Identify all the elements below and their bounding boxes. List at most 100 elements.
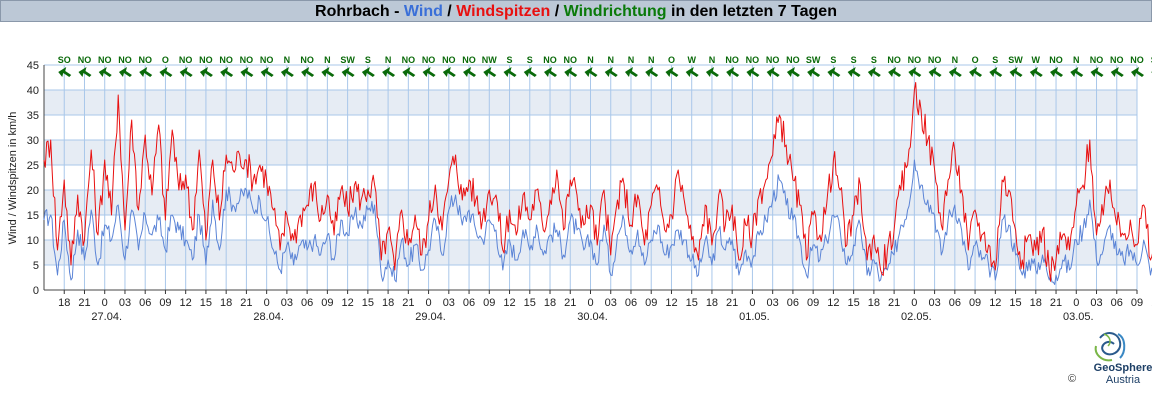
x-tick-label: 0 [264,297,270,309]
direction-label: S [507,55,513,65]
x-tick-label: 03 [928,297,940,309]
wind-arrow-icon [766,67,780,77]
series-wind-line [43,159,1152,285]
direction-label: NO [199,55,213,65]
direction-label: NO [300,55,314,65]
x-tick-label: 09 [807,297,819,309]
direction-label: NO [746,55,760,65]
title-sep1: / [442,3,457,20]
x-tick-label: 06 [301,297,313,309]
y-tick-label: 5 [33,260,39,272]
direction-label: NO [928,55,942,65]
x-tick-label: 09 [159,297,171,309]
direction-label: S [365,55,371,65]
x-tick-label: 18 [58,297,70,309]
direction-label: W [687,55,696,65]
x-tick-label: 12 [827,297,839,309]
x-tick-label: 06 [625,297,637,309]
direction-label: S [871,55,877,65]
direction-label: NO [462,55,476,65]
direction-label: NO [1110,55,1124,65]
direction-label: N [709,55,716,65]
wind-arrow-icon [908,67,922,77]
wind-arrow-icon [98,67,112,77]
direction-label: N [1073,55,1080,65]
wind-arrow-icon [341,67,355,77]
x-tick-labels: 18 21 0 03 06 09 12 15 18 21 0 03 06 09 12 15 18 21 0 03 06 0… [58,297,1152,309]
direction-label: N [628,55,635,65]
x-tick-label: 03 [281,297,293,309]
wind-arrow-icon [1070,67,1084,77]
wind-arrow-icon [827,67,841,77]
y-tick-label: 40 [27,85,39,97]
direction-label: S [830,55,836,65]
x-tick-label: 03 [605,297,617,309]
wind-arrow-icon [807,67,821,77]
wind-arrow-icon [523,67,537,77]
wind-arrow-icon [402,67,416,77]
x-tick-label: 03 [1090,297,1102,309]
x-tick-label: 0 [587,297,593,309]
date-label: 28.04. [253,311,284,323]
date-label: 30.04. [577,311,608,323]
wind-arrow-icon [442,67,456,77]
x-tick-label: 18 [382,297,394,309]
series-gust-line [43,82,1152,282]
direction-label: NO [1130,55,1144,65]
x-tick-label: 0 [1073,297,1079,309]
direction-label: NO [1090,55,1104,65]
wind-arrow-icon [1110,67,1124,77]
x-tick-label: 03 [443,297,455,309]
date-labels: 27.04. 28.04. 29.04. 30.04. 01.05. 02.05. 03.0… [91,311,1094,323]
direction-label: NO [887,55,901,65]
copyright: © [1068,373,1077,385]
x-tick-label: 18 [706,297,718,309]
x-tick-label: 21 [726,297,738,309]
wind-arrow-icon [786,67,800,77]
direction-label: NO [118,55,132,65]
x-tick-label: 12 [180,297,192,309]
wind-arrow-icon [584,67,598,77]
direction-label: SW [340,55,355,65]
x-tick-label: 06 [463,297,475,309]
axes [43,65,1138,294]
wind-arrow-icon [321,67,335,77]
geosphere-logo-icon [1094,332,1126,362]
wind-arrow-icon [969,67,983,77]
x-tick-label: 15 [362,297,374,309]
direction-label: NO [442,55,456,65]
wind-arrow-icon [746,67,760,77]
wind-arrow-icon [199,67,213,77]
direction-label: S [851,55,857,65]
direction-label: NO [786,55,800,65]
wind-arrow-icon [159,67,173,77]
x-tick-label: 15 [686,297,698,309]
x-tick-label: 0 [749,297,755,309]
x-tick-label: 21 [402,297,414,309]
wind-arrow-icon [118,67,132,77]
direction-label: N [385,55,392,65]
x-tick-label: 09 [645,297,657,309]
x-tick-label: 12 [503,297,515,309]
direction-label: O [972,55,979,65]
wind-arrow-icon [483,67,497,77]
wind-arrow-icon [705,67,719,77]
wind-arrow-icon [260,67,274,77]
y-tick-label: 0 [33,285,39,297]
direction-label: NO [564,55,578,65]
x-tick-label: 21 [888,297,900,309]
date-label: 27.04. [91,311,122,323]
title-sep2: / [550,3,564,20]
x-tick-label: 0 [102,297,108,309]
wind-direction-row: SO NO NO NO NO O NO NO NO NO NO N NO N SW S N NO NO NO NO N W S… [58,55,1152,77]
direction-label: NO [98,55,112,65]
direction-label: N [284,55,291,65]
wind-arrow-icon [685,67,699,77]
y-tick-label: 10 [27,235,39,247]
wind-arrow-icon [1050,67,1064,77]
date-label: 03.05. [1063,311,1094,323]
direction-label: SO [58,55,71,65]
wind-arrow-icon [888,67,902,77]
x-tick-label: 12 [341,297,353,309]
y-tick-label: 35 [27,110,39,122]
